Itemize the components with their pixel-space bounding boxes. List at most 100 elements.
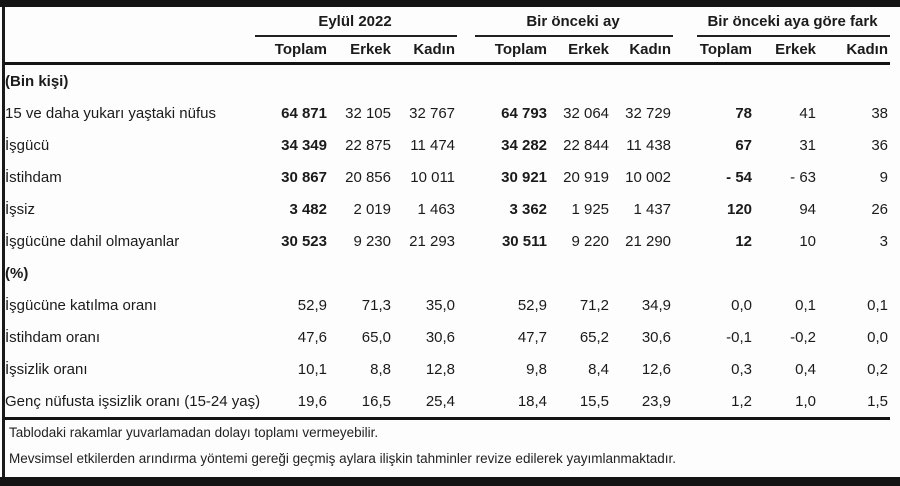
group-header-eylul-2022: Eylül 2022 bbox=[255, 7, 458, 37]
row-label: 15 ve daha yukarı yaştaki nüfus bbox=[5, 104, 216, 122]
cell-value: 36 bbox=[871, 136, 889, 154]
cell-value: 3 bbox=[879, 232, 889, 250]
cell-value: 19,6 bbox=[255, 385, 329, 420]
cell-value: 0,1 bbox=[867, 296, 889, 314]
column-header: Kadın bbox=[393, 36, 458, 65]
table-row-issiz: İşsiz 3 482 2 019 1 463 3 362 1 925 1 43… bbox=[5, 193, 890, 225]
cell-value: 12,8 bbox=[425, 360, 456, 378]
cell-value: 15,5 bbox=[549, 385, 612, 420]
footnotes: Tablodaki rakamlar yuvarlamadan dolayı t… bbox=[9, 425, 889, 477]
row-label: İşsizlik oranı bbox=[5, 360, 88, 378]
row-label: İşgücüne dahil olmayanlar bbox=[5, 232, 180, 250]
section-row-bin-kisi: (Bin kişi) bbox=[5, 64, 890, 98]
cell-value: 22 875 bbox=[345, 136, 391, 154]
cell-value: 21 290 bbox=[625, 232, 672, 250]
cell-value: 2 019 bbox=[353, 200, 391, 218]
cell-value: 52,9 bbox=[517, 296, 548, 314]
cell-value: 3 362 bbox=[509, 200, 548, 218]
bottom-divider-bar bbox=[0, 477, 900, 486]
footnote-rounding: Tablodaki rakamlar yuvarlamadan dolayı t… bbox=[9, 425, 379, 440]
table-row-genc-issizlik: Genç nüfusta işsizlik oranı (15-24 yaş) … bbox=[5, 385, 891, 420]
cell-value: 12 bbox=[735, 232, 753, 250]
cell-value: 64 871 bbox=[281, 104, 327, 122]
cell-value: 0,1 bbox=[795, 296, 817, 314]
cell-value: 32 064 bbox=[563, 104, 610, 122]
cell-value: 1,2 bbox=[697, 385, 755, 420]
row-label: Genç nüfusta işsizlik oranı (15-24 yaş) bbox=[5, 385, 260, 420]
cell-value: 21 293 bbox=[409, 232, 456, 250]
table-row-dahil-olmayanlar: İşgücüne dahil olmayanlar 30 523 9 230 2… bbox=[5, 225, 890, 257]
cell-value: 32 767 bbox=[409, 104, 456, 122]
column-header: Kadın bbox=[818, 36, 891, 65]
cell-value: 30,6 bbox=[641, 328, 672, 346]
cell-value: 78 bbox=[735, 104, 753, 122]
table-row-nufus: 15 ve daha yukarı yaştaki nüfus 64 871 3… bbox=[5, 97, 890, 129]
group-header-onceki-ay: Bir önceki ay bbox=[475, 7, 674, 37]
group-gap bbox=[673, 7, 697, 36]
cell-value: 9 bbox=[879, 168, 889, 186]
row-label: İstihdam oranı bbox=[5, 328, 101, 346]
cell-value: 30 921 bbox=[501, 168, 548, 186]
cell-value: 23,9 bbox=[611, 385, 674, 420]
column-header: Erkek bbox=[549, 36, 612, 65]
cell-value: 20 919 bbox=[563, 168, 610, 186]
cell-value: 65,0 bbox=[361, 328, 391, 346]
column-header: Toplam bbox=[475, 36, 550, 65]
cell-value: 25,4 bbox=[393, 385, 458, 420]
cell-value: 9 230 bbox=[353, 232, 391, 250]
group-header-fark: Bir önceki aya göre fark bbox=[697, 7, 891, 37]
cell-value: 10 002 bbox=[625, 168, 672, 186]
cell-value: 34,9 bbox=[641, 296, 672, 314]
cell-value: 18,4 bbox=[475, 385, 550, 420]
row-label: İşgücü bbox=[5, 136, 50, 154]
column-group-header-row: Eylül 2022 Bir önceki ay Bir önceki aya … bbox=[5, 7, 891, 37]
cell-value: 71,2 bbox=[579, 296, 610, 314]
cell-value: 26 bbox=[871, 200, 889, 218]
cell-value: 9,8 bbox=[526, 360, 548, 378]
cell-value: 9 220 bbox=[571, 232, 610, 250]
cell-value: - 63 bbox=[790, 168, 817, 186]
section-label: (Bin kişi) bbox=[5, 72, 69, 90]
table-row-katilma-orani: İşgücüne katılma oranı 52,9 71,3 35,0 52… bbox=[5, 289, 890, 321]
cell-value: 1 463 bbox=[417, 200, 456, 218]
table-row-istihdam: İstihdam 30 867 20 856 10 011 30 921 20 … bbox=[5, 161, 890, 193]
cell-value: 8,8 bbox=[370, 360, 391, 378]
cell-value: 1,5 bbox=[818, 385, 891, 420]
cell-value: 32 105 bbox=[345, 104, 391, 122]
cell-value: 0,4 bbox=[795, 360, 817, 378]
cell-value: 67 bbox=[735, 136, 753, 154]
cell-value: 32 729 bbox=[625, 104, 672, 122]
cell-value: 30 511 bbox=[501, 232, 548, 250]
cell-value: 65,2 bbox=[579, 328, 610, 346]
cell-value: -0,2 bbox=[790, 328, 817, 346]
cell-value: 10,1 bbox=[297, 360, 327, 378]
cell-value: - 54 bbox=[726, 168, 753, 186]
cell-value: 0,3 bbox=[731, 360, 753, 378]
cell-value: 1 437 bbox=[633, 200, 672, 218]
column-header: Toplam bbox=[255, 36, 329, 65]
sub-header-row: Toplam Erkek Kadın Toplam Erkek Kadın To… bbox=[5, 36, 891, 65]
column-header: Erkek bbox=[329, 36, 393, 65]
corner-cell bbox=[5, 36, 255, 65]
table-row-issizlik-orani: İşsizlik oranı 10,1 8,8 12,8 9,8 8,4 12,… bbox=[5, 353, 890, 385]
cell-value: 8,4 bbox=[588, 360, 610, 378]
cell-value: 47,7 bbox=[517, 328, 548, 346]
footnote-seasonal-adjustment: Mevsimsel etkilerden arındırma yöntemi g… bbox=[9, 451, 677, 466]
cell-value: 1 925 bbox=[571, 200, 610, 218]
row-label: İşgücüne katılma oranı bbox=[5, 296, 157, 314]
cell-value: 12,6 bbox=[641, 360, 672, 378]
group-gap bbox=[457, 36, 476, 65]
row-label: İşsiz bbox=[5, 200, 35, 218]
section-label: (%) bbox=[5, 264, 29, 282]
cell-value: 30,6 bbox=[425, 328, 456, 346]
cell-value: 52,9 bbox=[297, 296, 327, 314]
group-gap bbox=[673, 36, 698, 65]
cell-value: 0,0 bbox=[731, 296, 753, 314]
top-divider-bar bbox=[0, 0, 900, 7]
cell-value: 30 523 bbox=[281, 232, 327, 250]
table-row-isgucu: İşgücü 34 349 22 875 11 474 34 282 22 84… bbox=[5, 129, 890, 161]
section-row-percent: (%) bbox=[5, 257, 890, 289]
cell-value: 31 bbox=[799, 136, 817, 154]
row-label: İstihdam bbox=[5, 168, 62, 186]
cell-value: 11 438 bbox=[626, 136, 672, 154]
